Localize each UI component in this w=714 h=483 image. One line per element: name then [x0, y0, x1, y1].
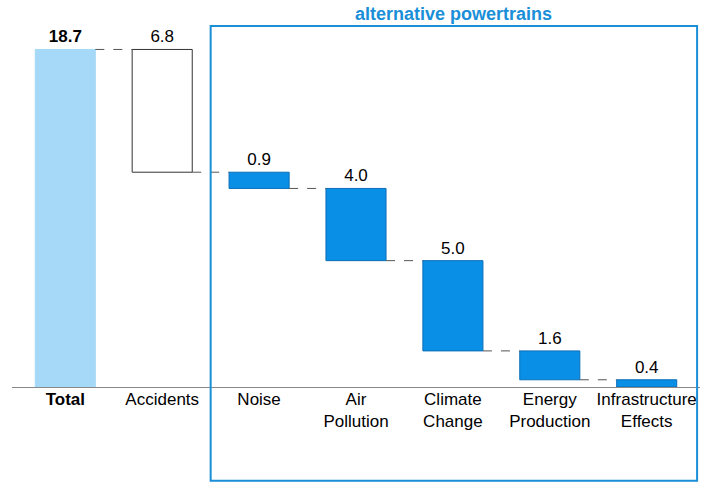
svg-text:1.6: 1.6 — [538, 329, 562, 348]
svg-text:5.0: 5.0 — [441, 239, 465, 258]
svg-text:0.9: 0.9 — [247, 150, 271, 169]
svg-text:EnergyProduction: EnergyProduction — [509, 390, 590, 431]
svg-text:18.7: 18.7 — [49, 27, 82, 46]
svg-text:Accidents: Accidents — [125, 390, 199, 409]
svg-text:4.0: 4.0 — [344, 166, 368, 185]
svg-text:AirPollution: AirPollution — [323, 390, 388, 431]
svg-text:ClimateChange: ClimateChange — [423, 390, 483, 431]
svg-text:6.8: 6.8 — [150, 27, 174, 46]
svg-text:Noise: Noise — [237, 390, 280, 409]
svg-text:0.4: 0.4 — [635, 358, 659, 377]
svg-text:alternative powertrains: alternative powertrains — [355, 4, 552, 24]
svg-text:InfrastructureEffects: InfrastructureEffects — [597, 390, 697, 431]
svg-text:Total: Total — [46, 390, 85, 409]
